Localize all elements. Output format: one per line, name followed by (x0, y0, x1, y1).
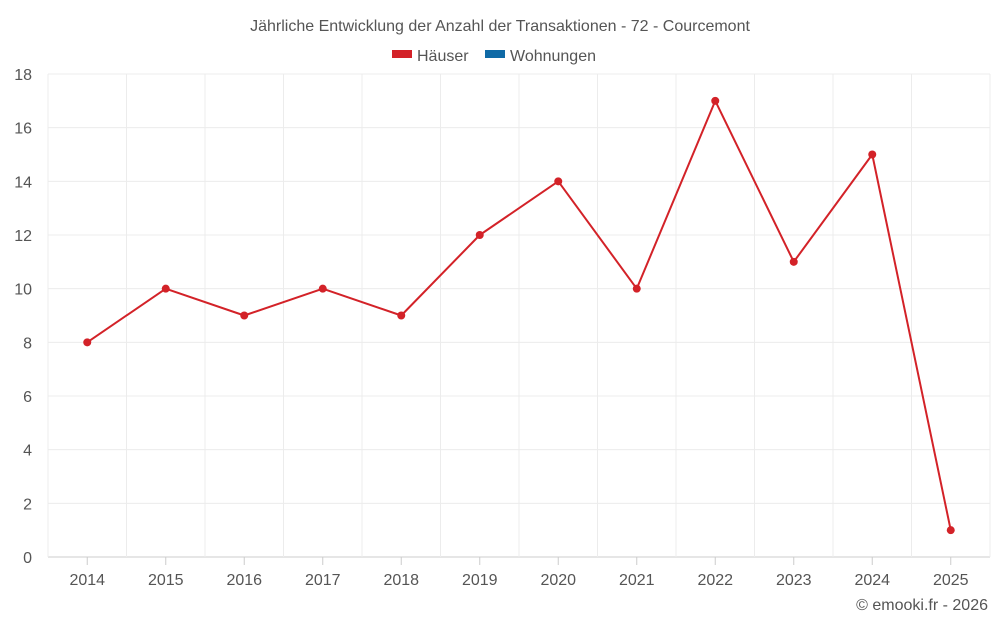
x-tick-label: 2017 (305, 572, 341, 589)
x-tick-label: 2023 (776, 572, 812, 589)
data-point[interactable] (789, 257, 798, 266)
data-point[interactable] (161, 284, 170, 293)
x-tick-label: 2024 (854, 572, 890, 589)
x-tick-label: 2022 (697, 572, 733, 589)
series-line-0 (86, 99, 952, 531)
x-tick-label: 2015 (148, 572, 184, 589)
x-tick-label: 2021 (619, 572, 655, 589)
data-point[interactable] (632, 284, 641, 293)
data-point[interactable] (554, 177, 563, 186)
x-tick-label: 2019 (462, 572, 498, 589)
y-tick-label: 4 (23, 443, 32, 460)
y-tick-label: 16 (14, 121, 32, 138)
data-point[interactable] (475, 231, 484, 239)
y-tick-label: 6 (23, 389, 32, 406)
data-point[interactable] (318, 284, 327, 293)
legend-label-wohnungen: Wohnungen (510, 48, 596, 65)
data-point[interactable] (397, 311, 406, 320)
x-tick-label: 2014 (69, 572, 105, 589)
chart-title: Jährliche Entwicklung der Anzahl der Tra… (250, 18, 750, 35)
x-tick-label: 2016 (226, 572, 262, 589)
legend-label-haeuser: Häuser (417, 48, 469, 65)
data-point[interactable] (711, 96, 720, 105)
legend-swatch-haeuser (392, 50, 412, 58)
data-point[interactable] (868, 150, 877, 159)
series-layer (83, 96, 955, 535)
data-point[interactable] (83, 338, 92, 347)
y-tick-label: 10 (14, 282, 32, 299)
credit-text: © emooki.fr - 2026 (856, 597, 988, 614)
legend-swatch-wohnungen (485, 50, 505, 58)
x-tick-label: 2018 (383, 572, 419, 589)
legend: Häuser Wohnungen (392, 48, 596, 65)
legend-item-haeuser[interactable]: Häuser (392, 48, 469, 65)
x-tick-label: 2025 (933, 572, 969, 589)
y-tick-label: 0 (23, 550, 32, 567)
y-tick-label: 12 (14, 228, 32, 245)
axes: 0 2 4 6 8 10 12 14 16 18 2014 2015 2016 2017 2018 2019 2… (14, 67, 968, 589)
y-tick-label: 14 (14, 174, 32, 191)
grid (47, 73, 991, 558)
x-tick-label: 2020 (540, 572, 576, 589)
y-tick-label: 2 (23, 496, 32, 513)
data-point[interactable] (946, 526, 955, 535)
y-tick-label: 18 (14, 67, 32, 84)
y-tick-label: 8 (23, 335, 32, 352)
legend-item-wohnungen[interactable]: Wohnungen (485, 48, 596, 65)
data-point[interactable] (240, 311, 249, 320)
